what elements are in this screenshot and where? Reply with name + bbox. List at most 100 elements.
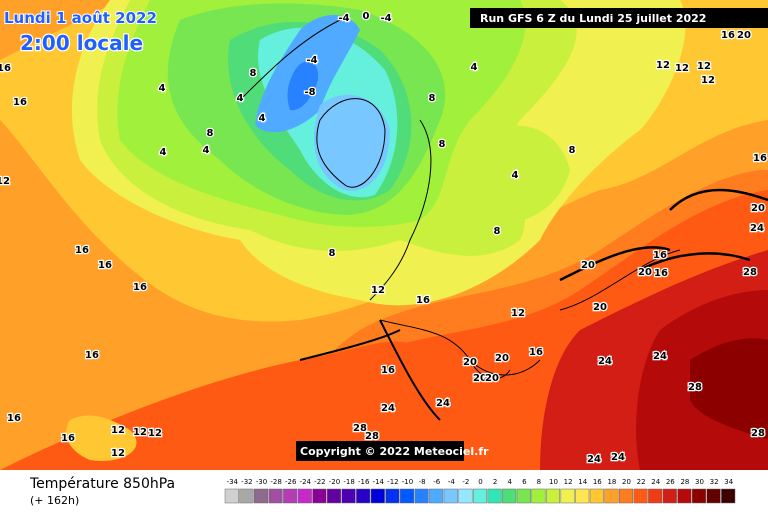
map-label: -8 xyxy=(304,87,315,98)
map-label: 12 xyxy=(656,60,670,71)
scale-label: -28 xyxy=(270,478,281,486)
scale-swatch xyxy=(283,488,298,504)
scale-swatch xyxy=(487,488,502,504)
scale-label: 32 xyxy=(710,478,719,486)
map-label: 12 xyxy=(701,75,715,86)
map-label: 24 xyxy=(381,403,395,414)
scale-label: 16 xyxy=(593,478,602,486)
map-label: 16 xyxy=(7,413,21,424)
scale-swatch xyxy=(721,488,736,504)
copyright-box xyxy=(296,441,464,461)
scale-swatch xyxy=(443,488,458,504)
scale-label: 0 xyxy=(478,478,482,486)
scale-swatch xyxy=(414,488,429,504)
map-label: -4 xyxy=(306,55,317,66)
scale-label: 34 xyxy=(724,478,733,486)
scale-label: -22 xyxy=(314,478,325,486)
map-label: 24 xyxy=(436,398,450,409)
scale-swatch xyxy=(458,488,473,504)
scale-label: 8 xyxy=(537,478,541,486)
scale-label: 20 xyxy=(622,478,631,486)
scale-label: -4 xyxy=(448,478,456,486)
map-label: 8 xyxy=(207,128,214,139)
map-label: -4 xyxy=(338,13,349,24)
scale-label: 24 xyxy=(651,478,660,486)
copyright: Copyright © 2022 Meteociel.fr xyxy=(300,445,489,458)
map-label: 28 xyxy=(353,423,367,434)
map-label: 8 xyxy=(439,139,446,150)
map-label: 8 xyxy=(494,226,501,237)
run-info: Run GFS 6 Z du Lundi 25 juillet 2022 xyxy=(480,12,706,25)
map-label: 20 xyxy=(495,353,509,364)
scale-swatch xyxy=(575,488,590,504)
scale-swatch xyxy=(502,488,517,504)
scale-label: -18 xyxy=(343,478,354,486)
map-label: 28 xyxy=(743,267,757,278)
scale-swatch xyxy=(706,488,721,504)
scale-swatch xyxy=(472,488,488,504)
coastlines xyxy=(239,19,768,421)
map-label: 20 xyxy=(463,357,477,368)
map-label: 16 xyxy=(98,260,112,271)
map-label: 24 xyxy=(611,452,625,463)
scale-swatch xyxy=(531,488,546,504)
map-label: -4 xyxy=(380,13,391,24)
footer-lead: (+ 162h) xyxy=(30,494,79,507)
map-label: 24 xyxy=(598,356,612,367)
scale-label: -12 xyxy=(387,478,398,486)
scale-swatch xyxy=(648,488,663,504)
map-label: 16 xyxy=(654,268,668,279)
scale-label: 4 xyxy=(507,478,512,486)
map-label: 8 xyxy=(329,248,336,259)
map-label: 4 xyxy=(159,83,166,94)
map-label: 16 xyxy=(721,30,735,41)
scale-swatch xyxy=(560,488,575,504)
scale-swatch xyxy=(385,488,400,504)
scale-label: -10 xyxy=(402,478,413,486)
scale-label: 14 xyxy=(578,478,587,486)
scale-swatch xyxy=(312,488,327,504)
map-label: 8 xyxy=(250,68,257,79)
map-label: 20 xyxy=(638,267,652,278)
scale-label: -26 xyxy=(285,478,297,486)
scale-label: 22 xyxy=(637,478,646,486)
scale-swatch xyxy=(589,488,604,504)
map-label: 20 xyxy=(485,373,499,384)
map-label: 12 xyxy=(371,285,385,296)
map-label: 28 xyxy=(751,428,765,439)
scale-swatch xyxy=(545,488,561,504)
map-label: 16 xyxy=(75,245,89,256)
map-label: 16 xyxy=(13,97,27,108)
scale-swatch xyxy=(268,488,283,504)
map-labels: 161612161616161616121212124448844-4-8-40… xyxy=(0,10,768,467)
scale-swatch xyxy=(633,488,648,504)
map-label: 16 xyxy=(753,153,767,164)
map-label: 20 xyxy=(473,373,487,384)
run-box xyxy=(470,8,768,28)
scale-label: 10 xyxy=(549,478,558,486)
map-label: 16 xyxy=(529,347,543,358)
map-label: 20 xyxy=(593,302,607,313)
map-label: 4 xyxy=(512,170,519,181)
map-label: 12 xyxy=(511,308,525,319)
scale-label: 28 xyxy=(680,478,689,486)
scale-label: -30 xyxy=(256,478,267,486)
map-label: 4 xyxy=(203,145,210,156)
scale-label: 26 xyxy=(666,478,675,486)
scale-swatch xyxy=(604,488,619,504)
local-time: 2:00 locale xyxy=(20,31,143,55)
footer-title: Température 850hPa xyxy=(29,476,175,492)
map-label: 20 xyxy=(737,30,751,41)
scale-label: -34 xyxy=(227,478,239,486)
scale-label: 6 xyxy=(522,478,527,486)
map-label: 16 xyxy=(61,433,75,444)
scale-label: -2 xyxy=(462,478,469,486)
scale-swatch xyxy=(516,488,531,504)
map-label: 0 xyxy=(363,11,370,22)
scale-label: -20 xyxy=(329,478,340,486)
scale-swatch xyxy=(429,488,444,504)
map-label: 12 xyxy=(148,428,162,439)
map-label: 16 xyxy=(381,365,395,376)
color-scale: -34 -32 -30 -28 -26 -24 -22 -20 -18 -16 -14 -12 -10-… xyxy=(224,478,736,504)
